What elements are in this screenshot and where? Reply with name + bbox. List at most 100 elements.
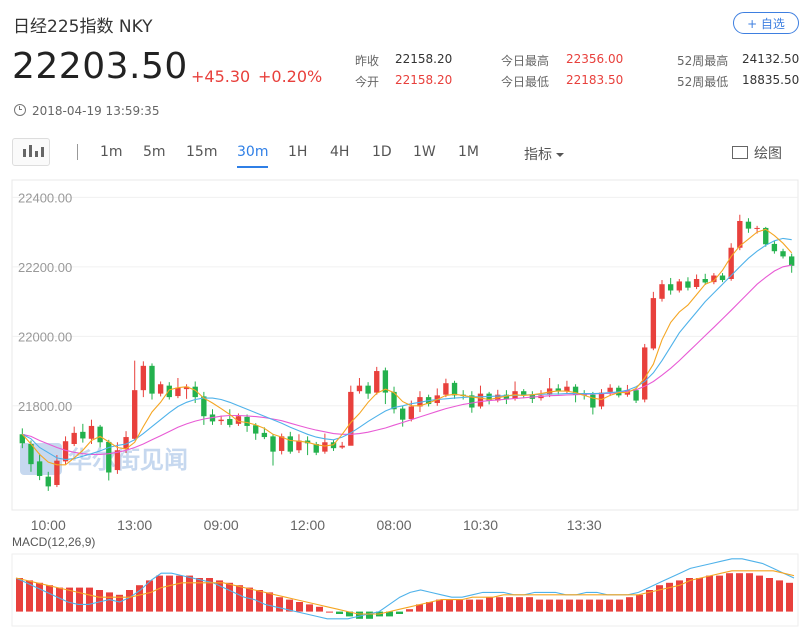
macd-histogram-bar xyxy=(386,611,393,617)
candle-body xyxy=(80,431,86,439)
candle-body xyxy=(28,444,34,465)
macd-histogram-bar xyxy=(306,604,313,612)
macd-histogram-bar xyxy=(356,611,363,619)
macd-dea-line xyxy=(15,570,795,615)
y-tick-label: 22200.00 xyxy=(18,260,72,275)
candle-body xyxy=(667,284,674,291)
candle-body xyxy=(227,418,233,425)
indicator-dropdown[interactable]: 指标 xyxy=(524,144,564,164)
candle-body xyxy=(71,432,77,444)
macd-histogram-bar xyxy=(26,580,33,612)
macd-histogram-bar xyxy=(416,604,423,612)
candle-body xyxy=(486,393,492,401)
macd-histogram-bar xyxy=(656,585,663,612)
candlestick-type-button[interactable] xyxy=(12,138,50,166)
period-tab-5m[interactable]: 5m xyxy=(143,144,166,160)
macd-histogram-bar xyxy=(106,592,113,612)
ma20-line xyxy=(22,264,792,455)
period-tab-15m[interactable]: 15m xyxy=(186,144,218,160)
macd-histogram-bar xyxy=(76,587,83,612)
candle-body xyxy=(157,384,164,394)
macd-histogram-bar xyxy=(466,599,473,612)
candlestick-icon xyxy=(41,147,44,157)
period-tab-1mo[interactable]: 1M xyxy=(458,144,479,160)
macd-histogram-bar xyxy=(536,599,543,612)
stat-value-52w-low: 18835.50 xyxy=(742,73,800,87)
candle-body xyxy=(356,385,363,392)
candle-body xyxy=(278,436,285,451)
y-tick-label: 21800.00 xyxy=(18,399,72,414)
period-tab-1d[interactable]: 1D xyxy=(372,144,392,160)
candle-body xyxy=(711,275,717,283)
macd-histogram-bar xyxy=(196,578,203,612)
x-tick-label: 09:00 xyxy=(204,517,239,533)
candle-body xyxy=(348,391,354,446)
macd-histogram-bar xyxy=(286,599,293,612)
macd-histogram-bar xyxy=(366,611,373,619)
x-tick-label: 10:00 xyxy=(31,517,66,533)
macd-histogram-bar xyxy=(596,599,603,612)
kline-chart[interactable]: 22400.0022200.0022000.0021800.00华尔街见闻10:… xyxy=(0,178,810,630)
candle-body xyxy=(477,393,484,407)
macd-histogram-bar xyxy=(786,582,793,612)
toolbar-divider xyxy=(77,144,78,160)
stat-label-day-high: 今日最高 xyxy=(501,54,550,68)
period-tab-1w[interactable]: 1W xyxy=(413,144,436,160)
chart-toolbar: 1m 5m 15m 30m 1H 4H 1D 1W 1M 指标 绘图 xyxy=(12,138,798,168)
period-tab-4h[interactable]: 4H xyxy=(330,144,350,160)
draw-chart-icon xyxy=(732,146,748,159)
period-tab-1m[interactable]: 1m xyxy=(100,144,123,160)
candle-body xyxy=(123,437,129,450)
macd-dif-line xyxy=(15,558,795,620)
candle-body xyxy=(728,247,734,279)
candle-body xyxy=(374,371,380,393)
candle-body xyxy=(88,425,95,439)
ma10-line xyxy=(22,237,792,461)
x-tick-label: 12:00 xyxy=(290,517,325,533)
candlestick-icon xyxy=(35,151,38,157)
macd-histogram-bar xyxy=(636,594,643,612)
period-tab-1h[interactable]: 1H xyxy=(288,144,308,160)
macd-histogram-bar xyxy=(606,599,613,612)
macd-histogram-bar xyxy=(566,599,573,612)
candle-body xyxy=(261,432,268,438)
candle-body xyxy=(175,387,181,397)
price-change: +45.30 xyxy=(191,67,251,86)
macd-histogram-bar xyxy=(186,575,193,612)
macd-histogram-bar xyxy=(126,590,133,612)
macd-histogram-bar xyxy=(336,611,343,614)
stat-label-prev-close: 昨收 xyxy=(355,54,380,68)
macd-histogram-bar xyxy=(766,578,773,612)
macd-label: MACD(12,26,9) xyxy=(12,535,95,549)
candlestick-icon xyxy=(29,145,32,157)
period-tab-30m[interactable]: 30m xyxy=(237,144,269,168)
candle-body xyxy=(36,461,43,476)
y-tick-label: 22400.00 xyxy=(18,190,72,205)
macd-histogram-bar xyxy=(576,599,583,612)
x-tick-label: 08:00 xyxy=(377,517,412,533)
plot-frame xyxy=(11,179,799,511)
candle-body xyxy=(339,445,345,448)
macd-histogram-bar xyxy=(46,585,53,612)
macd-histogram-bar xyxy=(326,611,333,613)
candle-body xyxy=(149,365,155,394)
candle-body xyxy=(97,426,103,443)
macd-histogram-bar xyxy=(556,599,563,612)
macd-histogram-bar xyxy=(266,592,273,612)
add-watchlist-button[interactable]: + 自选 xyxy=(733,12,799,34)
macd-histogram-bar xyxy=(526,597,533,612)
timestamp: 2018-04-19 13:59:35 xyxy=(14,104,159,118)
macd-histogram-bar xyxy=(666,582,673,612)
macd-histogram-bar xyxy=(686,578,693,612)
macd-histogram-bar xyxy=(166,575,173,612)
candle-body xyxy=(737,220,743,248)
macd-histogram-bar xyxy=(716,575,723,612)
stat-value-day-high: 22356.00 xyxy=(566,52,624,66)
draw-tool-button[interactable]: 绘图 xyxy=(732,143,782,163)
candle-body xyxy=(192,386,198,398)
macd-histogram-bar xyxy=(676,580,683,612)
candle-body xyxy=(693,279,700,287)
macd-histogram-bar xyxy=(316,606,323,612)
candle-body xyxy=(235,416,242,424)
candle-body xyxy=(270,436,276,452)
